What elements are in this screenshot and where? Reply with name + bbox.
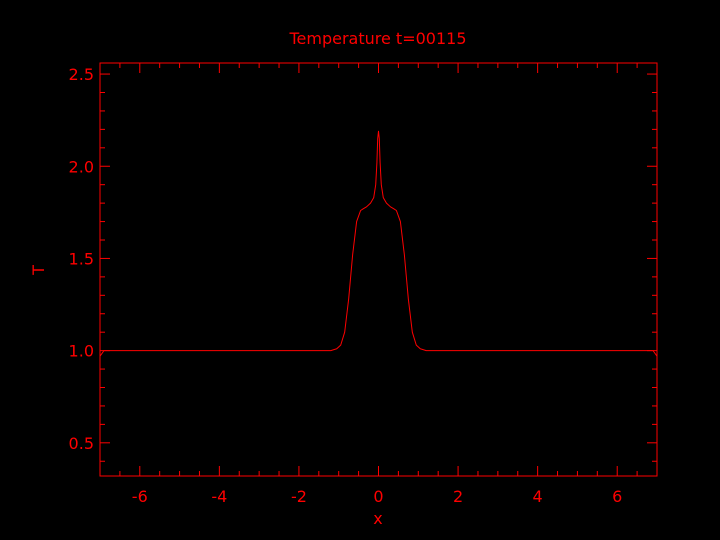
x-tick-label: 4 (533, 487, 543, 506)
x-tick-label: -2 (291, 487, 307, 506)
y-axis-label: T (29, 265, 48, 276)
y-tick-label: 1.5 (69, 249, 94, 268)
y-tick-label: 1.0 (69, 342, 94, 361)
chart-title: Temperature t=00115 (288, 29, 466, 48)
x-tick-label: 2 (453, 487, 463, 506)
x-tick-label: -6 (132, 487, 148, 506)
x-tick-label: 6 (612, 487, 622, 506)
y-tick-label: 2.5 (69, 65, 94, 84)
tick-labels: -6 -4 -2 0 2 4 6 0.5 1.0 1.5 2.0 2.5 (69, 65, 623, 506)
y-tick-label: 2.0 (69, 157, 94, 176)
axis-ticks (99, 63, 658, 476)
x-axis-label: x (373, 509, 382, 528)
series-group (99, 130, 658, 357)
x-tick-label: 0 (373, 487, 383, 506)
x-tick-label: -4 (211, 487, 227, 506)
temperature-line (99, 130, 658, 357)
plot-frame (99, 62, 658, 477)
y-tick-label: 0.5 (69, 434, 94, 453)
